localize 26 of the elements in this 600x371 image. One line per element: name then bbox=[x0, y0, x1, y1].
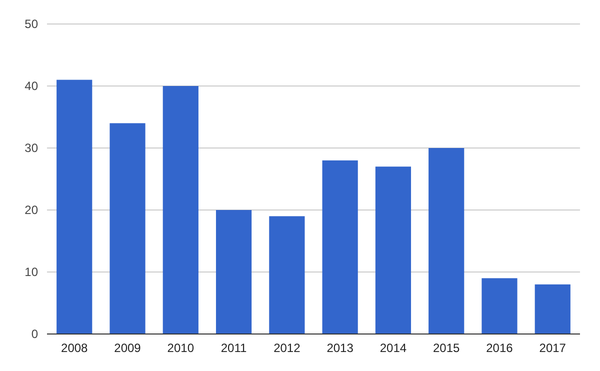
bar bbox=[375, 166, 412, 334]
bar bbox=[322, 160, 358, 334]
x-tick-label: 2014 bbox=[380, 341, 407, 355]
y-tick-label: 0 bbox=[31, 327, 38, 342]
bar bbox=[482, 278, 518, 334]
y-tick-label: 30 bbox=[24, 141, 38, 156]
bar bbox=[534, 284, 570, 334]
x-tick-label: 2012 bbox=[274, 341, 301, 355]
x-tick-label: 2013 bbox=[326, 341, 354, 355]
y-tick-label: 10 bbox=[24, 265, 38, 280]
bar bbox=[428, 148, 464, 334]
y-tick-label: 50 bbox=[24, 17, 38, 32]
bar bbox=[110, 123, 146, 334]
bar bbox=[269, 216, 305, 334]
bar bbox=[162, 86, 198, 334]
x-tick-label: 2017 bbox=[539, 341, 566, 355]
x-tick-label: 2008 bbox=[61, 341, 88, 355]
y-tick-label: 40 bbox=[24, 79, 38, 94]
x-tick-label: 2016 bbox=[486, 341, 514, 355]
x-tick-label: 2010 bbox=[167, 341, 194, 355]
bar bbox=[56, 80, 92, 334]
y-tick-label: 20 bbox=[24, 203, 38, 218]
x-tick-label: 2015 bbox=[433, 341, 460, 355]
bar bbox=[216, 210, 252, 334]
x-tick-label: 2009 bbox=[114, 341, 142, 355]
x-tick-label: 2011 bbox=[220, 341, 248, 355]
